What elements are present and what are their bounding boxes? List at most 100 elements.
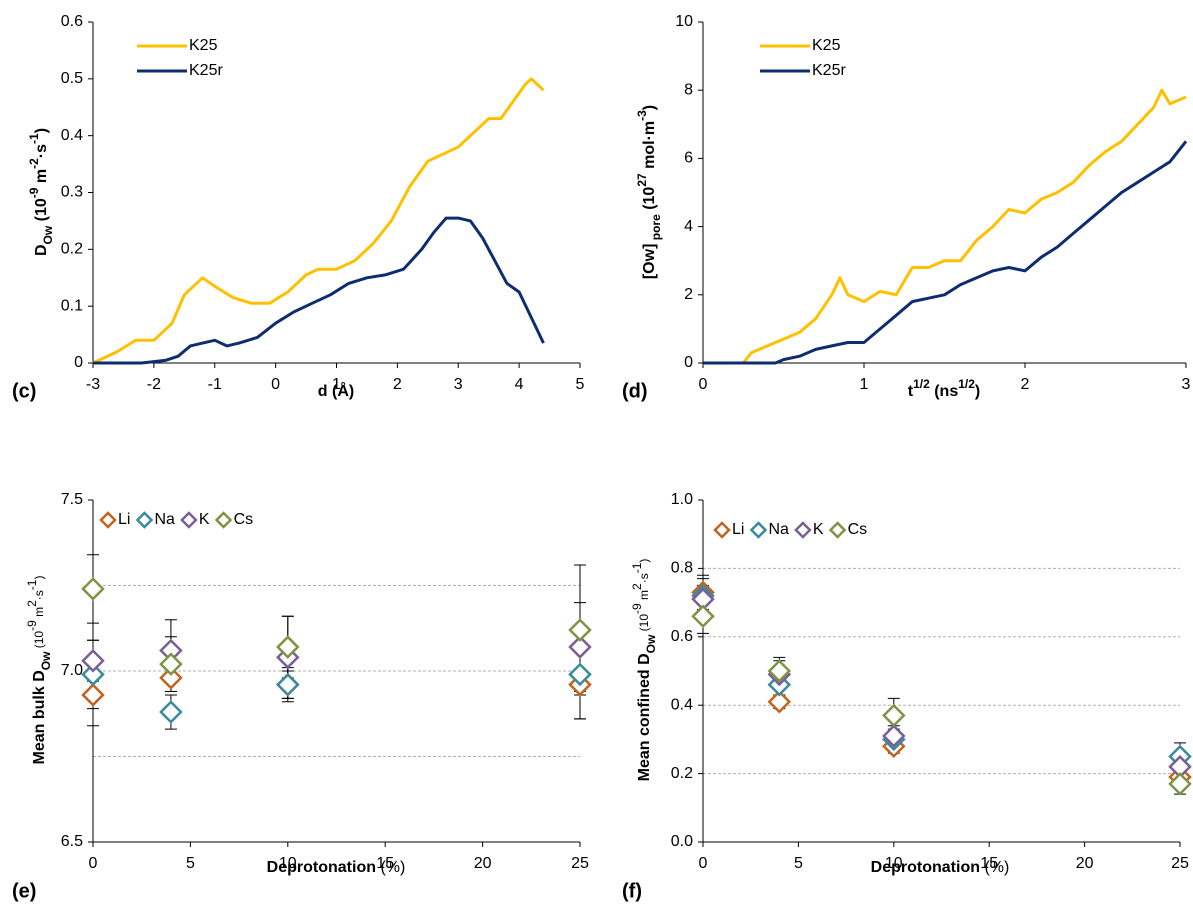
marker <box>691 604 715 629</box>
x-tick-label: 5 <box>186 855 195 872</box>
marker <box>159 700 183 724</box>
y-axis-label-part: -9 <box>25 620 39 631</box>
y-tick-label: 0.5 <box>61 70 83 87</box>
x-axis-label-part: t <box>908 383 914 400</box>
series-line <box>703 140 1188 365</box>
y-tick-label: 0.3 <box>61 184 83 201</box>
legend-label: Na <box>154 511 175 528</box>
y-axis-label-part: Ow <box>41 225 55 244</box>
y-axis-label-part: ·s <box>32 590 46 600</box>
y-axis-label-part: -1 <box>25 579 39 590</box>
legend-marker <box>214 511 233 529</box>
y-tick-label: 0.1 <box>61 297 83 314</box>
y-axis-label-part: pore <box>649 214 663 244</box>
y-tick-label: 0.4 <box>671 696 693 713</box>
chart: 0.0 0.2 0.4 0.6 0.8 1.0 0 5 10 15 20 25 Li Na K Cs <box>671 491 1192 872</box>
y-axis-label-part: 27 <box>635 173 649 187</box>
y-tick-label: 0.6 <box>61 13 83 30</box>
y-tick-label: 6.5 <box>61 833 83 850</box>
y-axis-label-part: Ow <box>644 634 658 653</box>
y-axis-label-part: -9 <box>630 603 644 614</box>
y-tick-label: 10 <box>675 13 693 30</box>
legend-label: Cs <box>234 511 254 528</box>
x-tick-label: 10 <box>885 855 903 872</box>
panel-label: (e) <box>12 880 36 902</box>
series-line <box>92 77 545 365</box>
legend-label: K25r <box>812 62 846 79</box>
x-axis-label-part: (ns <box>930 383 959 400</box>
y-tick-label: 8 <box>684 81 693 98</box>
y-tick-label: 0.2 <box>671 765 693 782</box>
x-tick-label: 20 <box>1076 855 1094 872</box>
chart: 0 2 4 6 8 10 0 1 2 3 K25 K25r <box>675 13 1190 393</box>
series-line <box>703 88 1187 365</box>
y-axis-label-part: (10 <box>641 187 658 215</box>
y-tick-label: 7.0 <box>61 662 83 679</box>
x-tick-label: 3 <box>1182 376 1191 393</box>
y-axis-label-part: -2 <box>27 158 41 169</box>
x-tick-label: 10 <box>279 855 297 872</box>
y-axis-label: [Ow] pore (1027 mol·m-3) <box>635 105 663 279</box>
y-axis-label-part: -1 <box>630 562 644 573</box>
y-axis-label-part: -9 <box>27 187 41 198</box>
legend-marker <box>794 521 812 539</box>
y-axis-label-part: [Ow] <box>641 244 658 280</box>
chart: 6.5 7.0 7.5 0 5 10 15 20 25 Li Na K Cs <box>61 491 592 872</box>
y-axis-label-part: ) <box>641 105 658 110</box>
y-axis-label-part: 2 <box>630 583 644 590</box>
y-axis-label: DOw (10-9 m-2·s-1) <box>27 128 55 256</box>
legend-label: K <box>813 521 824 538</box>
x-tick-label: 0 <box>699 855 708 872</box>
y-axis-label-part: D <box>33 244 50 256</box>
legend-marker <box>99 511 117 529</box>
x-axis-label: Deprotonation (%) <box>871 859 1010 876</box>
y-axis-label-part: m <box>32 607 46 620</box>
y-axis-label-part: (10 <box>32 631 46 652</box>
y-tick-label: 0.6 <box>671 628 693 645</box>
x-axis-label-part: Deprotonation <box>267 859 376 876</box>
marker <box>568 662 592 687</box>
y-axis-label-part: ·s <box>33 144 50 158</box>
y-tick-label: 1.0 <box>671 491 693 508</box>
y-axis-label: Mean confined DOw (10-9 m2·s-1) <box>630 559 658 782</box>
series-line <box>93 216 545 365</box>
x-tick-label: 3 <box>454 376 463 393</box>
marker <box>81 577 105 601</box>
x-axis-label: t1/2 (ns1/2) <box>908 377 980 400</box>
y-axis-label-part: Mean confined D <box>636 653 653 781</box>
marker <box>1168 772 1192 796</box>
y-axis-label-part: ) <box>32 576 46 580</box>
x-tick-label: 5 <box>794 855 803 872</box>
marker <box>568 635 592 659</box>
x-tick-label: -1 <box>208 376 222 393</box>
marker <box>882 703 906 728</box>
x-tick-label: 2 <box>1021 376 1030 393</box>
x-tick-label: 15 <box>376 855 394 872</box>
y-axis-label-part: -3 <box>635 110 649 121</box>
y-axis-label-part: ·s <box>637 573 651 583</box>
y-axis-label-part: 2 <box>25 600 39 607</box>
x-tick-label: 20 <box>474 855 492 872</box>
marker <box>159 666 183 690</box>
x-axis-label-part: (%) <box>980 859 1009 876</box>
x-axis-label-part: (%) <box>376 859 405 876</box>
marker <box>159 652 183 676</box>
marker <box>276 635 300 659</box>
legend-label: Na <box>768 521 789 538</box>
legend-label: K25r <box>189 62 223 79</box>
marker <box>767 690 792 714</box>
y-axis-label-part: m <box>637 590 651 603</box>
x-axis-label: Deprotonation (%) <box>267 859 406 876</box>
y-tick-label: 0.4 <box>61 127 83 144</box>
x-tick-label: 0 <box>89 855 98 872</box>
y-tick-label: 0.2 <box>61 241 83 258</box>
x-tick-label: 1 <box>860 376 869 393</box>
x-tick-label: 1 <box>332 376 341 393</box>
x-tick-label: 4 <box>515 376 524 393</box>
y-tick-label: 0.0 <box>671 833 693 850</box>
x-tick-label: -2 <box>147 376 161 393</box>
legend-label: Cs <box>848 521 868 538</box>
panel-label: (f) <box>622 880 642 902</box>
y-tick-label: 0 <box>684 354 693 371</box>
y-tick-label: 6 <box>684 150 693 167</box>
